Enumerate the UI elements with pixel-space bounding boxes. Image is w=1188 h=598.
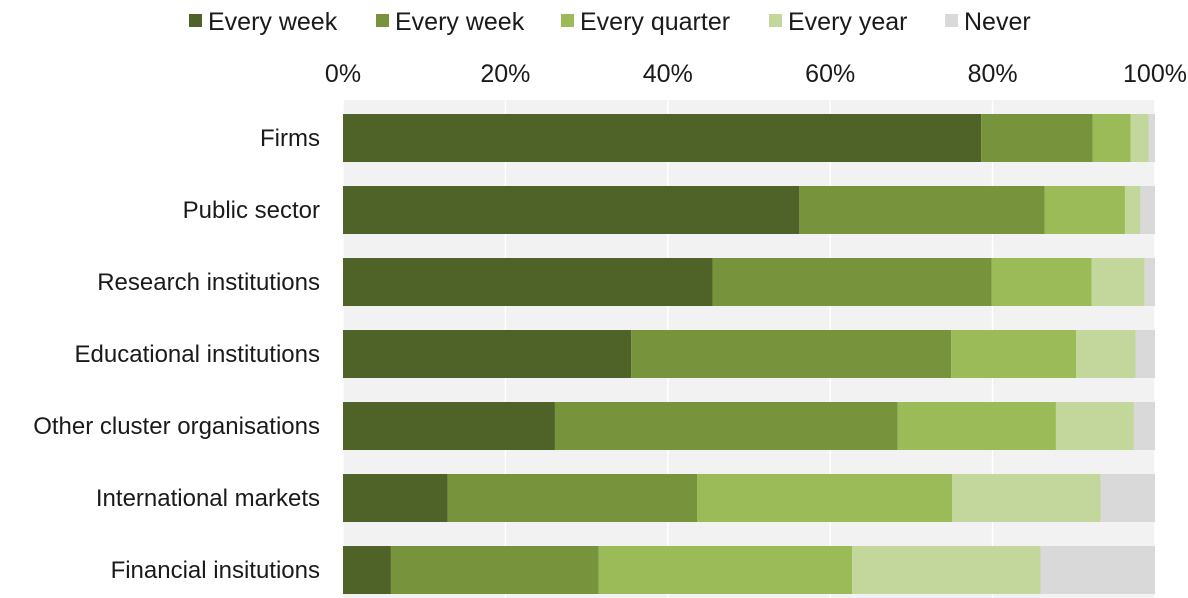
legend-swatch-2	[561, 14, 574, 27]
bar-segment-1-2	[1044, 186, 1125, 234]
category-label: Firms	[260, 125, 320, 152]
bar-segment-4-4	[1133, 402, 1155, 450]
bar-segment-0-2	[1092, 114, 1131, 162]
legend-label-1: Every week	[395, 8, 525, 36]
bar-segment-2-0	[343, 258, 713, 306]
x-tick-label: 40%	[643, 60, 693, 88]
x-tick-label: 100%	[1123, 60, 1187, 88]
bar-segment-4-1	[554, 402, 898, 450]
bar-segment-6-1	[390, 546, 599, 594]
bar-segment-6-3	[852, 546, 1041, 594]
bar-segment-6-2	[598, 546, 853, 594]
category-label: Research institutions	[97, 269, 320, 296]
bar-segment-5-1	[447, 474, 698, 522]
bar-segment-2-1	[712, 258, 992, 306]
x-tick-label: 20%	[480, 60, 530, 88]
bar-segment-2-4	[1144, 258, 1155, 306]
bar-segment-2-2	[991, 258, 1092, 306]
legend-label-2: Every quarter	[580, 8, 730, 36]
bar-segment-3-0	[343, 330, 632, 378]
category-label: Educational institutions	[75, 341, 320, 368]
bar-segment-0-4	[1148, 114, 1155, 162]
x-tick-label: 80%	[968, 60, 1018, 88]
legend-swatch-1	[376, 14, 389, 27]
bar-segment-1-0	[343, 186, 800, 234]
bar-segment-0-3	[1130, 114, 1149, 162]
bar-segment-6-0	[343, 546, 391, 594]
category-label: Public sector	[183, 197, 320, 224]
category-label: Financial insitutions	[111, 557, 320, 584]
bar-segment-3-4	[1135, 330, 1155, 378]
x-axis-ticks: 0% 20% 40% 60% 80% 100%	[325, 60, 1187, 88]
bar-segment-1-1	[799, 186, 1045, 234]
bar-segment-2-3	[1091, 258, 1145, 306]
legend-label-4: Never	[964, 8, 1031, 36]
bar-segment-6-4	[1040, 546, 1155, 594]
legend: Every week Every week Every quarter Every y…	[189, 8, 1031, 36]
category-labels: Firms Public sector Research institutions E…	[33, 125, 320, 584]
bar-segment-0-1	[981, 114, 1093, 162]
bar-segment-1-3	[1124, 186, 1141, 234]
legend-label-3: Every year	[788, 8, 907, 36]
bar-segment-5-3	[952, 474, 1101, 522]
bar-segment-4-0	[343, 402, 555, 450]
bar-segment-5-4	[1100, 474, 1155, 522]
bar-segment-5-2	[697, 474, 952, 522]
bar-segment-4-2	[897, 402, 1056, 450]
bar-segment-4-3	[1055, 402, 1134, 450]
bar-segment-3-2	[951, 330, 1077, 378]
bar-segment-1-4	[1140, 186, 1155, 234]
x-tick-label: 60%	[805, 60, 855, 88]
legend-label-0: Every week	[208, 8, 338, 36]
category-label: Other cluster organisations	[33, 413, 320, 440]
bar-segment-0-0	[343, 114, 982, 162]
x-tick-label: 0%	[325, 60, 361, 88]
bar-segment-5-0	[343, 474, 448, 522]
bar-segment-3-3	[1076, 330, 1136, 378]
bar-segment-3-1	[631, 330, 952, 378]
legend-swatch-3	[769, 14, 782, 27]
bars	[343, 114, 1155, 594]
legend-swatch-4	[945, 14, 958, 27]
legend-swatch-0	[189, 14, 202, 27]
category-label: International markets	[96, 485, 320, 512]
